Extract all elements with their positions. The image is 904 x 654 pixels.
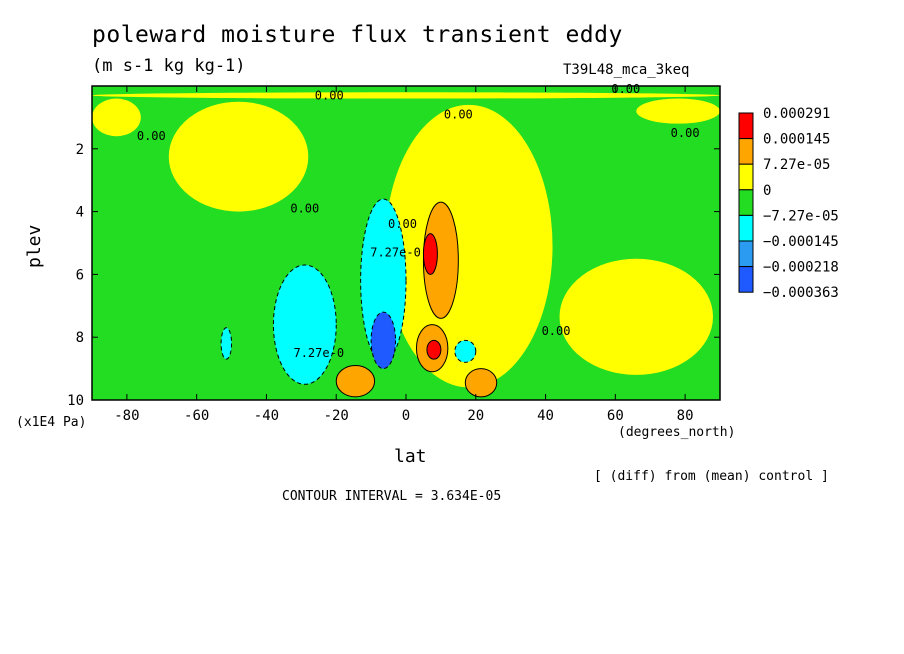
region-yellow-2 <box>168 101 309 212</box>
region-yellow-5 <box>636 98 720 124</box>
contour-label-7: 0.00 <box>542 324 571 338</box>
region-yellow-0 <box>92 92 720 99</box>
y-axis-unit: (x1E4 Pa) <box>16 415 87 430</box>
run-label: T39L48_mca_3keq <box>563 62 690 78</box>
x-tick-label-8: 80 <box>677 408 694 424</box>
x-tick-label-6: 40 <box>537 408 554 424</box>
contour-label-9: 7.27e-0 <box>370 245 421 259</box>
legend-label-3: 0 <box>763 183 771 199</box>
y-tick-label-2: 6 <box>76 267 84 283</box>
chart-units: (m s-1 kg kg-1) <box>92 56 246 76</box>
plot-area <box>92 86 720 400</box>
region-cyan-6 <box>272 264 337 385</box>
x-tick-label-5: 20 <box>467 408 484 424</box>
legend-swatch-5 <box>738 240 754 268</box>
contour-label-0: 0.00 <box>315 88 344 102</box>
region-yellow-4 <box>559 258 714 375</box>
contour-label-2: 0.00 <box>444 107 473 121</box>
x-tick-label-7: 60 <box>607 408 624 424</box>
legend-swatch-6 <box>738 266 754 293</box>
x-tick-label-1: -60 <box>184 408 209 424</box>
region-orange-13 <box>335 364 376 398</box>
contour-interval: CONTOUR INTERVAL = 3.634E-05 <box>282 489 502 504</box>
y-axis-label: plev <box>24 224 45 268</box>
y-tick-label-1: 4 <box>76 205 84 221</box>
legend-swatch-3 <box>738 189 754 216</box>
legend-label-0: 0.000291 <box>763 106 830 122</box>
legend: 0.000291 0.000145 7.27e-05 0 −7.27e-05 −0.000… <box>738 106 839 301</box>
comparison-note: [ (diff) from (mean) control ] <box>594 469 829 484</box>
x-axis: -80 -60 -40 -20 0 20 40 60 80 <box>114 86 694 424</box>
region-cyan-7 <box>360 198 407 363</box>
region-yellow-1 <box>92 98 141 137</box>
legend-label-5: −0.000145 <box>763 234 839 250</box>
legend-label-6: −0.000218 <box>763 260 839 276</box>
legend-swatch-4 <box>738 214 754 242</box>
legend-swatch-0 <box>738 112 754 140</box>
legend-swatch-2 <box>738 163 754 191</box>
x-tick-label-3: -20 <box>324 408 349 424</box>
y-tick-label-3: 8 <box>76 330 84 346</box>
legend-label-4: −7.27e-05 <box>763 208 839 224</box>
contour-label-5: 0.00 <box>290 201 319 215</box>
x-axis-unit: (degrees_north) <box>618 425 736 440</box>
region-yellow-3 <box>385 104 553 388</box>
x-tick-label-0: -80 <box>114 408 139 424</box>
x-axis-label: lat <box>394 446 427 467</box>
region-red-16 <box>426 339 442 360</box>
contour-label-6: 0.00 <box>388 217 417 231</box>
contour-label-4: 0.00 <box>671 126 700 140</box>
contour-label-3: 0.00 <box>137 129 166 143</box>
legend-swatch-1 <box>738 138 754 165</box>
region-cyan-8 <box>220 327 233 360</box>
region-red-15 <box>422 233 438 275</box>
legend-label-7: −0.000363 <box>763 285 839 301</box>
region-blue-10 <box>370 311 397 370</box>
legend-label-1: 0.000145 <box>763 132 830 148</box>
region-orange-14 <box>464 368 498 398</box>
region-cyan-9 <box>454 339 477 363</box>
y-tick-label-4: 10 <box>67 393 84 409</box>
y-axis: 2 4 6 8 10 <box>67 142 720 409</box>
x-tick-label-2: -40 <box>254 408 279 424</box>
contour-label-8: 7.27e-0 <box>293 346 344 360</box>
legend-label-2: 7.27e-05 <box>763 157 830 173</box>
chart-title: poleward moisture flux transient eddy <box>92 22 623 48</box>
x-tick-label-4: 0 <box>402 408 410 424</box>
y-tick-label-0: 2 <box>76 142 84 158</box>
